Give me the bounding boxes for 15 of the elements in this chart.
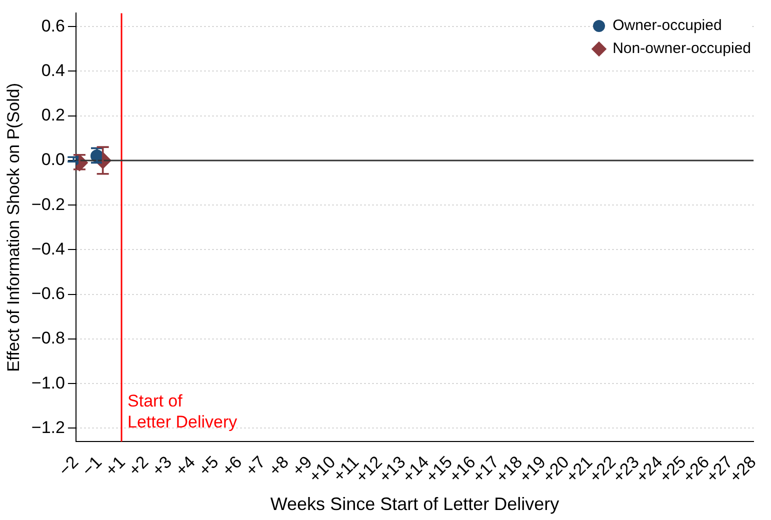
y-tick-label: 0.0 — [41, 150, 65, 170]
y-tick-label: −0.6 — [31, 284, 65, 304]
y-tick-label: 0.4 — [41, 60, 65, 80]
ref-line-label: Start of Letter Delivery — [128, 392, 238, 432]
y-tick-label: 0.2 — [41, 106, 65, 125]
y-tick-label: −1.0 — [31, 373, 65, 392]
y-tick-label: −0.2 — [31, 194, 65, 214]
y-tick-label: 0.6 — [41, 16, 65, 36]
y-tick-label: −1.2 — [31, 418, 65, 437]
y-tick-label: −0.8 — [31, 328, 65, 348]
y-axis-title: Effect of Information Shock on P(Sold) — [4, 82, 23, 372]
legend-label: Non-owner-occupied — [612, 39, 751, 59]
legend-label: Owner-occupied — [612, 16, 722, 36]
x-axis-title: Weeks Since Start of Letter Delivery — [270, 494, 560, 514]
y-tick-label: −0.4 — [31, 239, 65, 258]
